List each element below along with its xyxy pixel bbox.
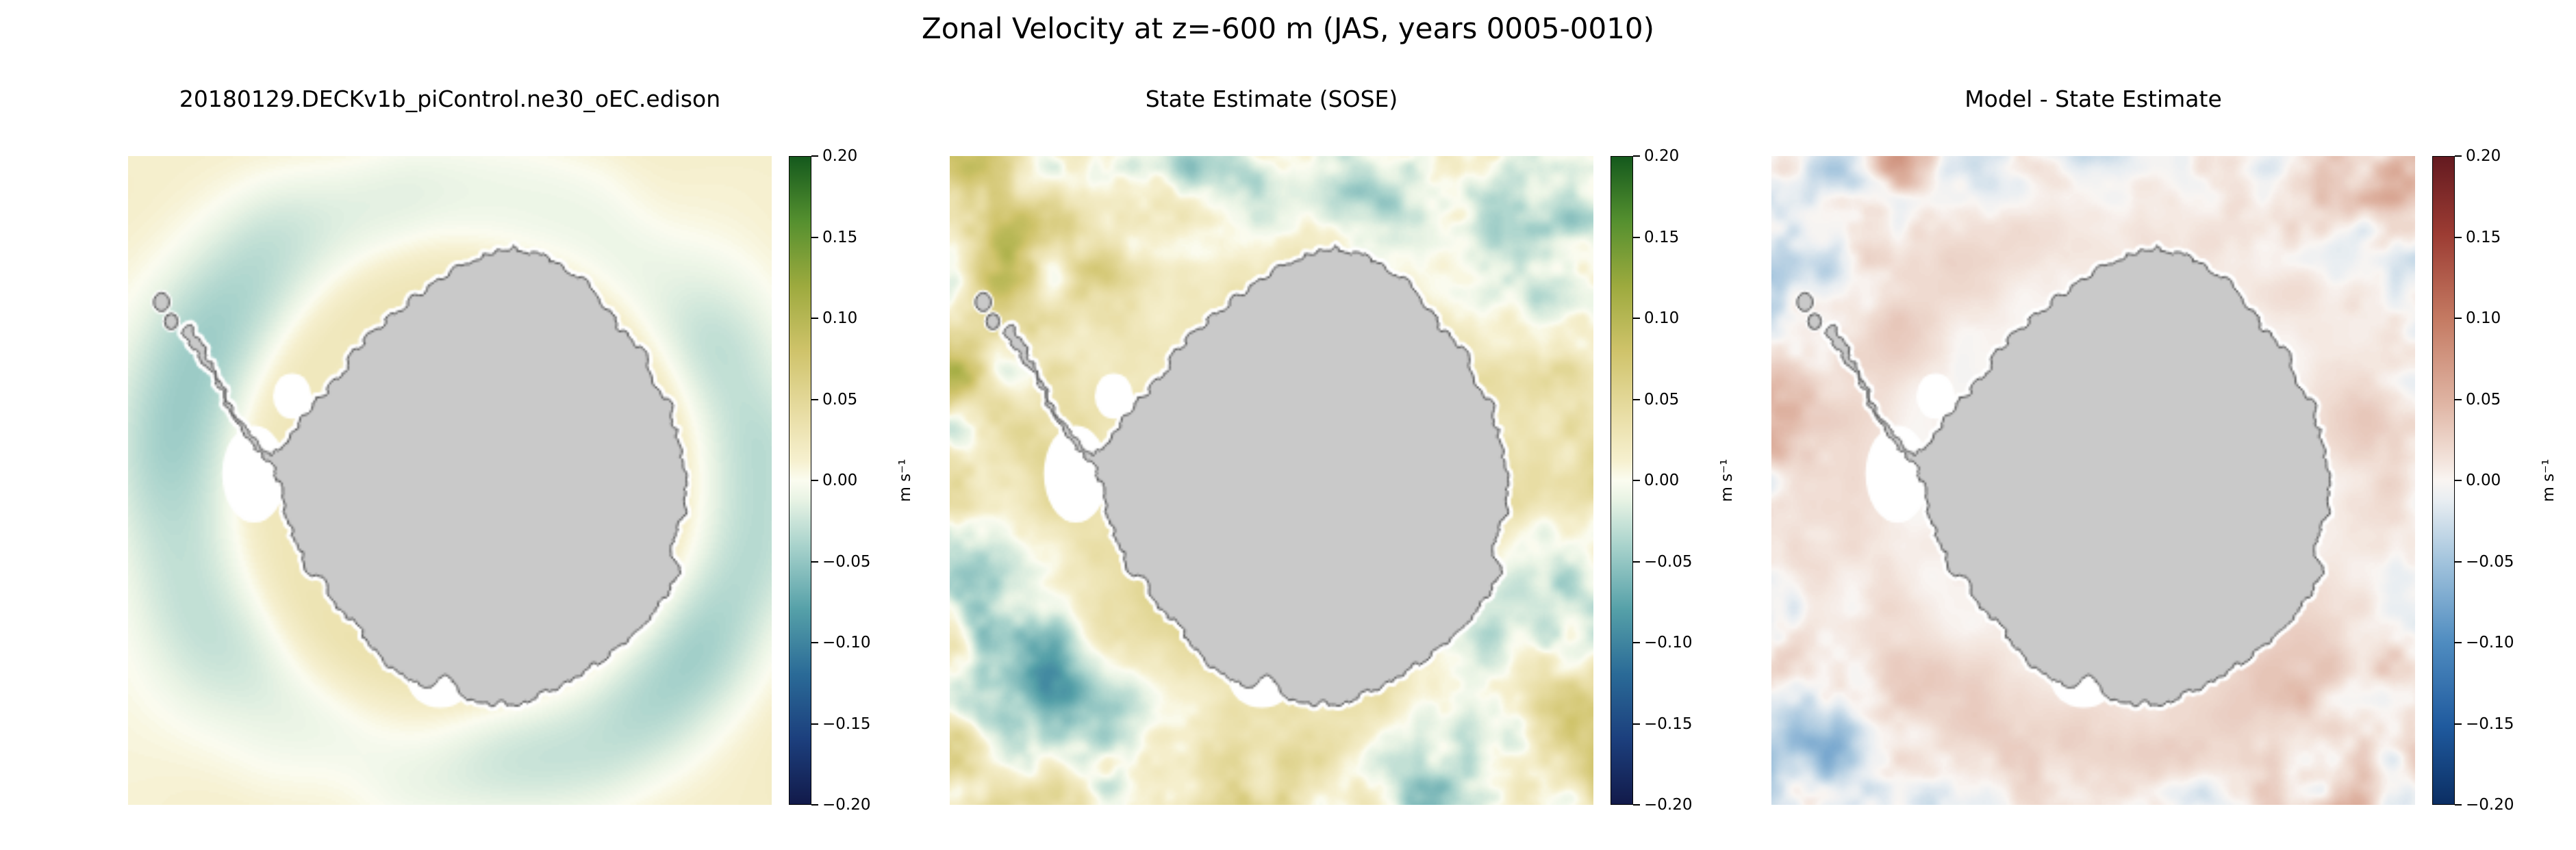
colorbar-tick-label: −0.15	[1644, 714, 1693, 733]
colorbar-tick	[2455, 723, 2462, 725]
colorbar-tick-label: 0.15	[1644, 228, 1680, 246]
colorbar-tick	[1633, 236, 1640, 238]
colorbar-tick	[1633, 561, 1640, 563]
colorbar-tick-label: −0.20	[1644, 796, 1693, 814]
colorbar-tick	[1633, 723, 1640, 725]
colorbar-tick-label: 0.10	[1644, 309, 1680, 327]
colorbar-diff	[2432, 156, 2455, 805]
colorbar-tick	[811, 318, 818, 319]
colorbar-tick	[811, 804, 818, 806]
colorbar-tick	[2455, 561, 2462, 563]
colorbar-tick-label: 0.00	[822, 472, 858, 489]
colorbar-tick	[2455, 642, 2462, 643]
colorbar-tick-label: 0.00	[1644, 472, 1680, 489]
colorbar-tick-label: −0.05	[822, 552, 871, 571]
colorbar-tick-label: −0.10	[822, 634, 871, 652]
colorbar-unit-label: m s⁻¹	[2540, 459, 2558, 502]
colorbar-tick-label: −0.05	[2466, 552, 2514, 571]
colorbar-tick	[1633, 318, 1640, 319]
colorbar-tick-label: 0.05	[822, 390, 858, 409]
colorbar-tick-label: 0.20	[1644, 147, 1680, 165]
colorbar-tick-label: 0.05	[1644, 390, 1680, 409]
colorbar-sose	[1611, 156, 1633, 805]
panel-diff: Model - State Estimate 0.20 0.15 0.10 0.05 0…	[1771, 0, 2576, 850]
panel-sose: State Estimate (SOSE) 0.20 0.15 0.10 0.05 0.…	[950, 0, 1771, 850]
colorbar-tick-label: 0.15	[822, 228, 858, 246]
colorbar-tick	[1633, 398, 1640, 400]
colorbar-tick	[811, 480, 818, 481]
colorbar-tick	[2455, 318, 2462, 319]
map-antarctica-diff	[1771, 156, 2415, 805]
colorbar-tick	[2455, 398, 2462, 400]
panel-model: 20180129.DECKv1b_piControl.ne30_oEC.edis…	[128, 0, 950, 850]
colorbar-ticks-sose: 0.20 0.15 0.10 0.05 0.00 −0.05 −0.10 −0.15 −0.20	[1633, 147, 1770, 814]
colorbar-tick	[1633, 480, 1640, 481]
colorbar-tick-label: −0.10	[2466, 634, 2514, 652]
figure-title: Zonal Velocity at z=-600 m (JAS, years 0…	[921, 12, 1655, 45]
panel-sose-title: State Estimate (SOSE)	[1145, 86, 1398, 112]
colorbar-tick-label: 0.05	[2466, 390, 2501, 409]
colorbar-tick-label: −0.20	[822, 796, 871, 814]
colorbar-tick	[2455, 155, 2462, 157]
colorbar-tick-label: 0.15	[2466, 228, 2501, 246]
colorbar-tick	[811, 561, 818, 563]
colorbar-tick-label: −0.20	[2466, 796, 2514, 814]
colorbar-model	[789, 156, 811, 805]
colorbar-tick-label: −0.05	[1644, 552, 1693, 571]
colorbar-tick	[811, 398, 818, 400]
colorbar-tick-label: 0.10	[822, 309, 858, 327]
panel-diff-title: Model - State Estimate	[1965, 86, 2222, 112]
colorbar-tick-label: −0.10	[1644, 634, 1693, 652]
colorbar-tick-label: −0.15	[822, 714, 871, 733]
colorbar-tick	[2455, 480, 2462, 481]
map-antarctica-sose	[950, 156, 1593, 805]
panel-model-title: 20180129.DECKv1b_piControl.ne30_oEC.edis…	[179, 86, 721, 112]
colorbar-tick-label: 0.20	[822, 147, 858, 165]
colorbar-unit-label: m s⁻¹	[1718, 459, 1736, 502]
colorbar-tick-label: 0.10	[2466, 309, 2501, 327]
colorbar-tick	[811, 723, 818, 725]
colorbar-tick	[811, 236, 818, 238]
colorbar-unit-label: m s⁻¹	[896, 459, 914, 502]
map-antarctica-model	[128, 156, 772, 805]
colorbar-tick	[811, 642, 818, 643]
colorbar-tick	[2455, 804, 2462, 806]
colorbar-tick	[811, 155, 818, 157]
colorbar-tick-label: −0.15	[2466, 714, 2514, 733]
colorbar-tick-label: 0.20	[2466, 147, 2501, 165]
colorbar-ticks-model: 0.20 0.15 0.10 0.05 0.00 −0.05 −0.10 −0.15 −0.20	[811, 147, 948, 814]
colorbar-tick-label: 0.00	[2466, 472, 2501, 489]
colorbar-ticks-diff: 0.20 0.15 0.10 0.05 0.00 −0.05 −0.10 −0.15 −0.20	[2455, 147, 2576, 814]
colorbar-tick	[1633, 804, 1640, 806]
colorbar-tick	[1633, 155, 1640, 157]
colorbar-tick	[2455, 236, 2462, 238]
colorbar-tick	[1633, 642, 1640, 643]
